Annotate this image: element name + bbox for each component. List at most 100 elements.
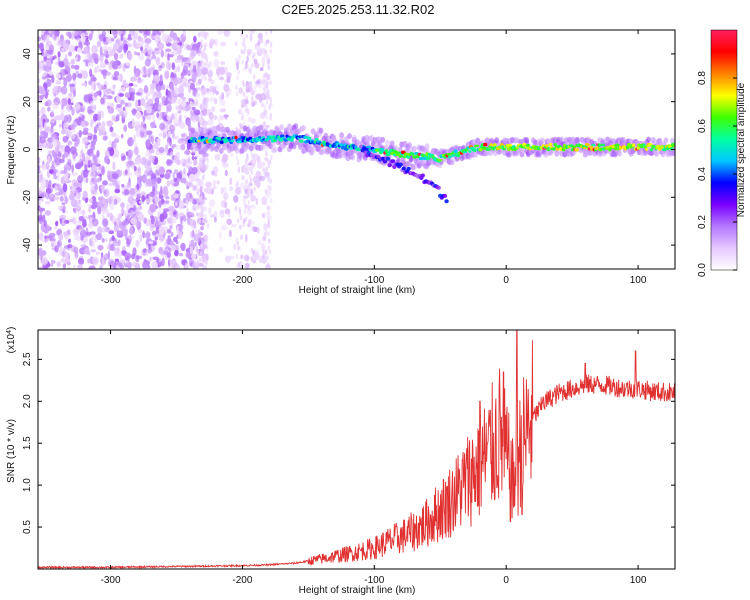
- noise-cell: [257, 240, 263, 246]
- noise-cell: [75, 70, 80, 78]
- noise-cell: [265, 166, 268, 172]
- noise-cell: [202, 200, 206, 206]
- signal-halo-cell: [211, 125, 216, 132]
- noise-cell: [191, 230, 195, 238]
- noise-cell: [171, 62, 176, 70]
- noise-cell: [191, 50, 198, 57]
- noise-cell: [253, 74, 256, 80]
- noise-cell: [202, 257, 205, 262]
- noise-cell: [200, 250, 203, 256]
- noise-cell: [105, 238, 108, 242]
- noise-cell: [57, 74, 61, 79]
- noise-cell: [74, 142, 79, 148]
- noise-cell: [143, 217, 147, 224]
- noise-cell: [117, 180, 121, 186]
- noise-cell: [177, 42, 183, 46]
- noise-cell: [175, 190, 180, 194]
- noise-cell: [166, 61, 171, 70]
- noise-cell: [48, 179, 52, 188]
- noise-cell: [116, 230, 124, 238]
- noise-cell: [83, 169, 89, 178]
- noise-cell: [253, 252, 260, 261]
- noise-cell: [103, 71, 107, 80]
- noise-cell: [152, 143, 158, 149]
- noise-cell: [63, 122, 67, 132]
- noise-cell: [265, 232, 269, 237]
- signal-cell: [499, 143, 504, 146]
- signal-cell: [411, 152, 415, 156]
- signal-cell: [636, 146, 640, 150]
- noise-cell: [104, 96, 108, 100]
- noise-cell: [265, 90, 269, 96]
- noise-cell: [223, 30, 228, 36]
- branch-cell: [420, 173, 425, 178]
- noise-cell: [125, 62, 131, 66]
- noise-cell: [81, 130, 89, 135]
- noise-cell: [237, 186, 240, 192]
- noise-cell: [45, 187, 52, 194]
- noise-cell: [101, 110, 105, 119]
- noise-cell: [221, 224, 228, 231]
- signal-halo-cell: [389, 140, 395, 147]
- noise-cell: [138, 212, 144, 221]
- noise-cell: [253, 58, 258, 65]
- noise-cell: [248, 219, 252, 225]
- noise-cell: [164, 144, 169, 153]
- noise-cell: [41, 237, 44, 243]
- noise-cell: [61, 47, 65, 52]
- noise-cell: [252, 226, 259, 233]
- x-tick-label: -200: [232, 275, 252, 286]
- noise-cell: [163, 250, 169, 256]
- noise-cell: [122, 63, 126, 73]
- signal-cell: [572, 145, 577, 149]
- noise-cell: [198, 179, 202, 184]
- noise-cell: [208, 207, 212, 215]
- noise-cell: [140, 46, 143, 51]
- noise-cell: [81, 120, 86, 128]
- noise-cell: [71, 107, 75, 116]
- noise-cell: [219, 108, 227, 113]
- noise-cell: [84, 143, 89, 149]
- colorbar-tick-label: 0.2: [697, 215, 708, 229]
- noise-cell: [65, 61, 71, 67]
- branch-cell: [390, 159, 395, 164]
- noise-cell: [122, 109, 128, 118]
- x-tick-label: -100: [364, 575, 384, 586]
- noise-cell: [67, 140, 73, 146]
- noise-cell: [116, 104, 122, 108]
- noise-cell: [161, 32, 168, 42]
- noise-cell: [241, 168, 244, 174]
- noise-cell: [112, 241, 119, 247]
- noise-cell: [111, 235, 115, 242]
- noise-cell: [168, 205, 175, 212]
- noise-cell: [149, 256, 152, 262]
- noise-cell: [175, 210, 179, 220]
- noise-cell: [58, 188, 64, 196]
- noise-cell: [212, 179, 216, 187]
- x-tick-label: -300: [101, 275, 121, 286]
- noise-cell: [155, 220, 159, 229]
- noise-cell: [165, 88, 169, 96]
- noise-cell: [120, 86, 126, 92]
- noise-cell: [265, 73, 269, 79]
- noise-cell: [62, 43, 69, 51]
- noise-cell: [90, 77, 97, 82]
- noise-cell: [250, 197, 254, 203]
- noise-cell: [182, 30, 186, 38]
- noise-cell: [216, 180, 220, 185]
- noise-cell: [192, 198, 196, 204]
- noise-cell: [107, 110, 114, 114]
- signal-cell: [258, 136, 262, 139]
- noise-cell: [49, 235, 53, 241]
- noise-cell: [226, 218, 232, 226]
- noise-cell: [113, 52, 118, 59]
- noise-cell: [211, 186, 217, 190]
- noise-cell: [97, 177, 100, 183]
- noise-cell: [218, 231, 223, 239]
- noise-cell: [105, 53, 110, 59]
- noise-cell: [196, 260, 199, 265]
- noise-cell: [185, 251, 191, 258]
- signal-cell: [501, 145, 505, 149]
- noise-cell: [243, 209, 247, 214]
